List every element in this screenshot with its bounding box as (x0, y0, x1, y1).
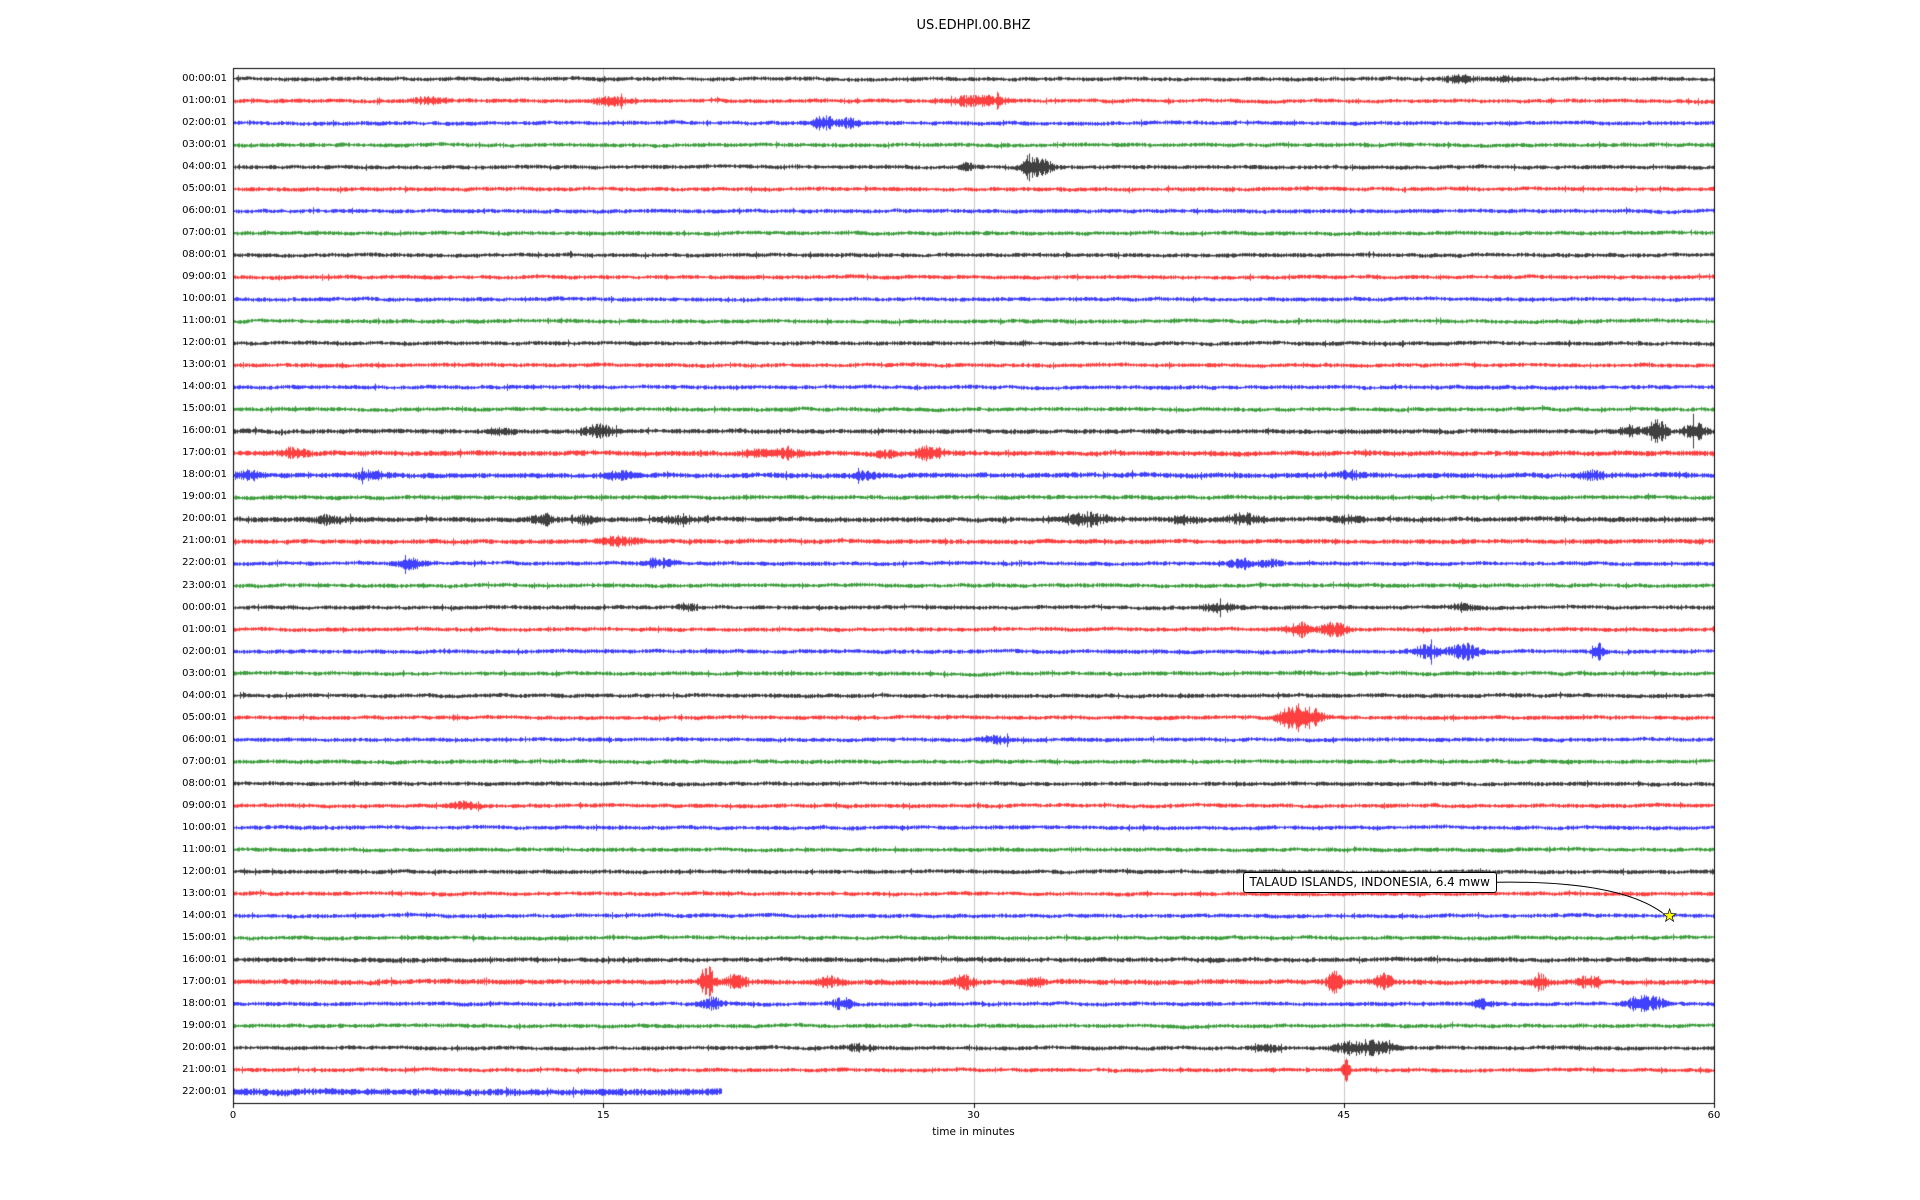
trace-row-label: 00:00:01 (182, 601, 227, 613)
trace-row-label: 23:00:01 (182, 579, 227, 591)
trace-row-label: 03:00:01 (182, 139, 227, 151)
trace-row-label: 11:00:01 (182, 843, 227, 855)
x-tick-label: 0 (229, 1110, 237, 1121)
trace-row-label: 01:00:01 (182, 95, 227, 107)
trace-row-label: 13:00:01 (182, 887, 227, 899)
trace-row-label: 02:00:01 (182, 117, 227, 129)
trace-row-label: 09:00:01 (182, 271, 227, 283)
trace-row-label: 14:00:01 (182, 381, 227, 393)
trace-row-label: 01:00:01 (182, 623, 227, 635)
trace-row-label: 05:00:01 (182, 711, 227, 723)
trace-row-label: 11:00:01 (182, 315, 227, 327)
trace-row-label: 19:00:01 (182, 491, 227, 503)
trace-row-label: 18:00:01 (182, 469, 227, 481)
trace-row-label: 15:00:01 (182, 931, 227, 943)
x-tick-label: 45 (1337, 1110, 1351, 1121)
trace-row-label: 21:00:01 (182, 1063, 227, 1075)
trace-row-label: 17:00:01 (182, 975, 227, 987)
trace-row-label: 18:00:01 (182, 997, 227, 1009)
trace-row-label: 16:00:01 (182, 425, 227, 437)
trace-row-label: 20:00:01 (182, 1041, 227, 1053)
trace-row-label: 10:00:01 (182, 293, 227, 305)
trace-row-label: 13:00:01 (182, 359, 227, 371)
trace-row-label: 08:00:01 (182, 777, 227, 789)
trace-row-label: 06:00:01 (182, 205, 227, 217)
trace-row-label: 19:00:01 (182, 1019, 227, 1031)
trace-row-label: 00:00:01 (182, 73, 227, 84)
event-annotation-text: TALAUD ISLANDS, INDONESIA, 6.4 mww (1249, 874, 1490, 889)
event-annotation-box: TALAUD ISLANDS, INDONESIA, 6.4 mww (1242, 871, 1497, 893)
trace-row-label: 03:00:01 (182, 667, 227, 679)
trace-row-label: 12:00:01 (182, 865, 227, 877)
trace-row-label: 08:00:01 (182, 249, 227, 261)
trace-row-label: 07:00:01 (182, 227, 227, 239)
trace-row-label: 22:00:01 (182, 1085, 227, 1097)
trace-row-label: 02:00:01 (182, 645, 227, 657)
x-tick-label: 60 (1707, 1110, 1721, 1121)
x-tick-label: 30 (967, 1110, 980, 1121)
trace-row-label: 21:00:01 (182, 535, 227, 547)
trace-row-label: 10:00:01 (182, 821, 227, 833)
trace-row-label: 16:00:01 (182, 953, 227, 965)
trace-row-label: 04:00:01 (182, 161, 227, 173)
x-tick-label: 15 (596, 1110, 610, 1121)
trace-row-label: 12:00:01 (182, 337, 227, 349)
trace-row-label: 20:00:01 (182, 513, 227, 525)
trace-row-label: 05:00:01 (182, 183, 227, 195)
trace-row-label: 14:00:01 (182, 909, 227, 921)
trace-row-label: 06:00:01 (182, 733, 227, 745)
trace-row-label: 15:00:01 (182, 403, 227, 415)
trace-row-label: 04:00:01 (182, 689, 227, 701)
trace-row-label: 07:00:01 (182, 755, 227, 767)
x-axis-label: time in minutes (932, 1126, 1015, 1138)
trace-row-label: 17:00:01 (182, 447, 227, 459)
trace-row-label: 22:00:01 (182, 557, 227, 569)
chart-title: US.EDHPI.00.BHZ (916, 18, 1031, 33)
trace-row-label: 09:00:01 (182, 799, 227, 811)
